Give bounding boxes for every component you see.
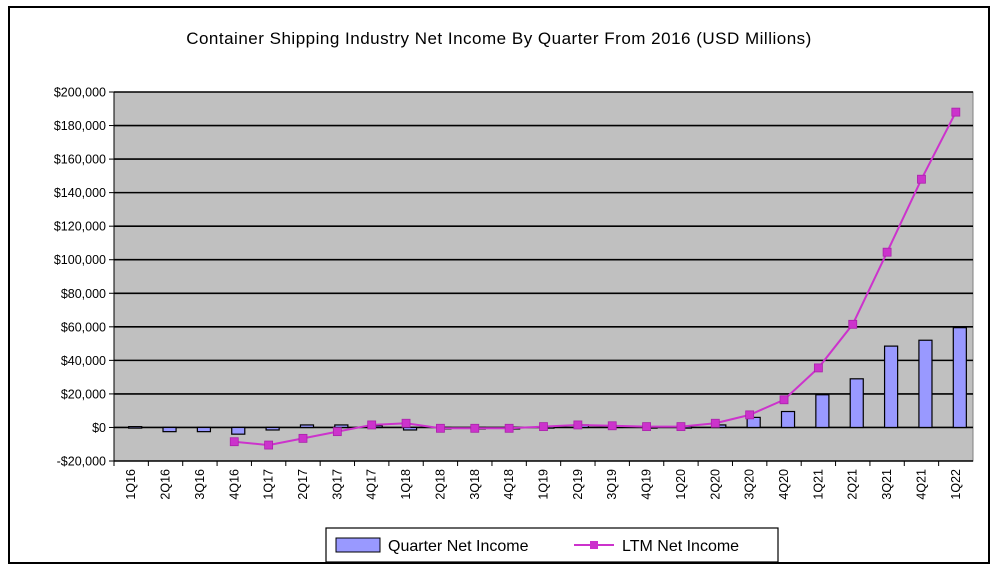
y-tick-label: $200,000 (54, 86, 106, 100)
x-tick-label: 1Q20 (674, 469, 688, 500)
point-ltm-net-income (332, 427, 342, 437)
point-ltm-net-income (745, 410, 755, 420)
y-tick-label: $160,000 (54, 153, 106, 167)
legend-label-quarter-net-income: Quarter Net Income (388, 538, 529, 555)
point-ltm-net-income (882, 247, 892, 257)
point-ltm-net-income (951, 107, 961, 117)
bar-quarter-net-income (265, 426, 280, 431)
bar-quarter-net-income (780, 410, 796, 429)
bar-quarter-net-income (952, 327, 967, 429)
x-tick-label: 4Q20 (777, 469, 791, 500)
chart-title: Container Shipping Industry Net Income B… (186, 29, 812, 48)
x-tick-label: 2Q19 (571, 469, 585, 500)
point-ltm-net-income (229, 437, 239, 447)
y-tick-label: $140,000 (54, 186, 106, 200)
y-tick-label: -$20,000 (57, 455, 106, 469)
bar-quarter-net-income (402, 426, 418, 431)
bar-quarter-net-income (883, 345, 899, 429)
legend: Quarter Net Income LTM Net Income (325, 527, 779, 562)
point-ltm-net-income (264, 440, 274, 450)
x-tick-label: 2Q21 (846, 469, 860, 500)
point-ltm-net-income (367, 420, 377, 430)
point-ltm-net-income (539, 422, 548, 432)
x-tick-label: 4Q19 (640, 469, 654, 500)
bar-quarter-net-income (334, 424, 349, 429)
x-tick-label: 3Q20 (743, 469, 757, 500)
x-tick-label: 4Q17 (365, 469, 379, 500)
point-ltm-net-income (779, 395, 789, 405)
point-ltm-net-income (813, 363, 823, 373)
legend-swatch-quarter-net-income (335, 537, 381, 553)
y-tick-label: $180,000 (54, 119, 106, 133)
point-ltm-net-income (504, 423, 514, 433)
point-ltm-net-income (298, 433, 308, 443)
x-tick-label: 3Q17 (330, 469, 344, 500)
bar-quarter-net-income (815, 394, 830, 429)
point-ltm-net-income (676, 422, 686, 432)
point-ltm-net-income (848, 319, 858, 329)
y-tick-label: $20,000 (61, 387, 106, 401)
x-tick-label: 2Q20 (708, 469, 722, 500)
legend-label-ltm-net-income: LTM Net Income (622, 538, 739, 555)
x-tick-label: 3Q19 (605, 469, 619, 500)
bar-quarter-net-income (918, 339, 933, 429)
plot-area (113, 91, 974, 462)
x-tick-label: 1Q22 (949, 469, 963, 500)
point-ltm-net-income (470, 423, 480, 433)
y-tick-label: $80,000 (61, 287, 106, 301)
bar-quarter-net-income (128, 426, 143, 429)
legend-marker-ltm-net-income (590, 541, 598, 549)
x-tick-label: 2Q17 (296, 469, 310, 500)
point-ltm-net-income (917, 174, 926, 184)
point-ltm-net-income (401, 418, 411, 428)
x-tick-label: 3Q18 (468, 469, 482, 500)
bar-quarter-net-income (162, 426, 177, 433)
x-tick-label: 3Q16 (193, 469, 207, 500)
point-ltm-net-income (573, 420, 583, 430)
bar-quarter-net-income (849, 378, 864, 429)
x-tick-label: 4Q21 (914, 469, 928, 500)
chart-frame: Container Shipping Industry Net Income B… (8, 6, 990, 564)
x-tick-label: 4Q18 (502, 469, 516, 500)
bar-quarter-net-income (299, 424, 315, 429)
x-tick-label: 1Q17 (262, 469, 276, 500)
y-tick-label: $100,000 (54, 253, 106, 267)
x-tick-label: 3Q21 (880, 469, 894, 500)
bar-quarter-net-income (231, 426, 246, 435)
x-tick-label: 1Q19 (537, 469, 551, 500)
point-ltm-net-income (436, 423, 445, 433)
y-tick-label: $0 (92, 421, 106, 435)
x-tick-label: 2Q16 (159, 469, 173, 500)
y-tick-label: $120,000 (54, 220, 106, 234)
x-tick-label: 2Q18 (433, 469, 447, 500)
x-tick-label: 4Q16 (227, 469, 241, 500)
point-ltm-net-income (642, 422, 651, 432)
point-ltm-net-income (607, 421, 617, 431)
chart: Container Shipping Industry Net Income B… (54, 29, 974, 562)
point-ltm-net-income (710, 418, 720, 428)
x-tick-label: 1Q21 (811, 469, 825, 500)
line-ltm-net-income (234, 111, 957, 447)
legend-box (325, 527, 779, 562)
x-tick-label: 1Q18 (399, 469, 413, 500)
y-tick-label: $60,000 (61, 320, 106, 334)
bar-quarter-net-income (196, 426, 212, 433)
y-tick-label: $40,000 (61, 354, 106, 368)
x-tick-label: 1Q16 (124, 469, 138, 500)
